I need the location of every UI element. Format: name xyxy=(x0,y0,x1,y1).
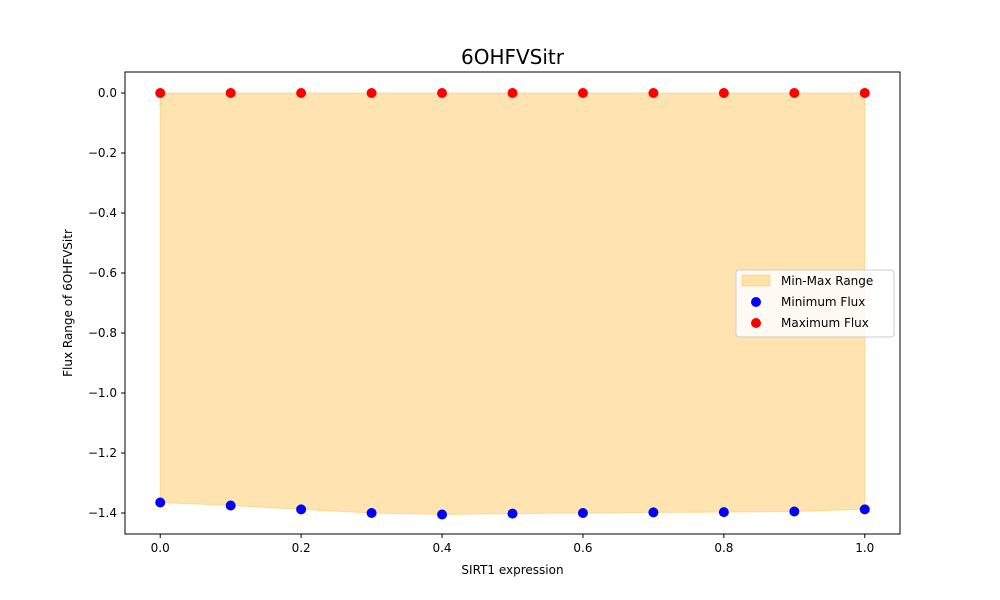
y-tick-label: −1.2 xyxy=(88,446,117,460)
minimum-flux-point xyxy=(577,508,588,518)
legend-swatch-range xyxy=(741,274,771,287)
minimum-flux-point xyxy=(225,500,236,511)
legend-marker-max xyxy=(751,318,761,328)
maximum-flux-point xyxy=(648,88,659,98)
x-tick-label: 1.0 xyxy=(855,541,874,555)
maximum-flux-point xyxy=(507,88,518,98)
maximum-flux-point xyxy=(718,88,729,98)
minimum-flux-point xyxy=(648,507,659,518)
minimum-flux-point xyxy=(437,509,448,520)
x-axis-label: SIRT1 expression xyxy=(461,563,563,577)
maximum-flux-point xyxy=(296,88,307,98)
y-tick-label: −0.8 xyxy=(88,326,117,340)
y-tick-label: −1.4 xyxy=(88,506,117,520)
maximum-flux-point xyxy=(577,88,588,98)
y-tick-label: −0.4 xyxy=(88,206,117,220)
plot-area xyxy=(155,88,870,520)
legend-label-range: Min-Max Range xyxy=(781,274,873,288)
legend-marker-min xyxy=(751,297,761,307)
maximum-flux-point xyxy=(155,88,166,98)
maximum-flux-point xyxy=(437,88,448,98)
x-axis: 0.0 0.2 0.4 0.6 0.8 1.0 xyxy=(151,534,874,555)
minimum-flux-point xyxy=(366,508,377,518)
minimum-flux-point xyxy=(859,504,870,515)
chart-title: 6OHFVSitr xyxy=(461,45,565,69)
plot-frame xyxy=(124,71,901,535)
y-axis-label: Flux Range of 6OHFVSitr xyxy=(61,229,75,377)
legend-label-max: Maximum Flux xyxy=(781,316,869,330)
x-tick-label: 0.0 xyxy=(151,541,170,555)
maximum-flux-point xyxy=(789,88,800,98)
minimum-flux-point xyxy=(296,504,307,515)
minimum-flux-point xyxy=(507,508,518,519)
minimum-flux-point xyxy=(718,507,729,518)
legend-label-min: Minimum Flux xyxy=(781,295,865,309)
maximum-flux-point xyxy=(859,88,870,98)
y-tick-label: −1.0 xyxy=(88,386,117,400)
minimum-flux-point xyxy=(155,497,166,508)
legend: Min-Max Range Minimum Flux Maximum Flux xyxy=(735,269,895,338)
maximum-flux-point xyxy=(225,88,236,98)
maximum-flux-point xyxy=(366,88,377,98)
y-tick-label: −0.2 xyxy=(88,146,117,160)
minimum-flux-point xyxy=(789,506,800,517)
x-tick-label: 0.2 xyxy=(292,541,311,555)
y-tick-label: −0.6 xyxy=(88,266,117,280)
y-tick-label: 0.0 xyxy=(98,86,117,100)
x-tick-label: 0.8 xyxy=(714,541,733,555)
x-tick-label: 0.4 xyxy=(432,541,451,555)
x-tick-label: 0.6 xyxy=(573,541,592,555)
y-axis: 0.0 −0.2 −0.4 −0.6 −0.8 −1.0 −1.2 −1.4 xyxy=(88,86,125,520)
legend-box xyxy=(735,269,895,338)
